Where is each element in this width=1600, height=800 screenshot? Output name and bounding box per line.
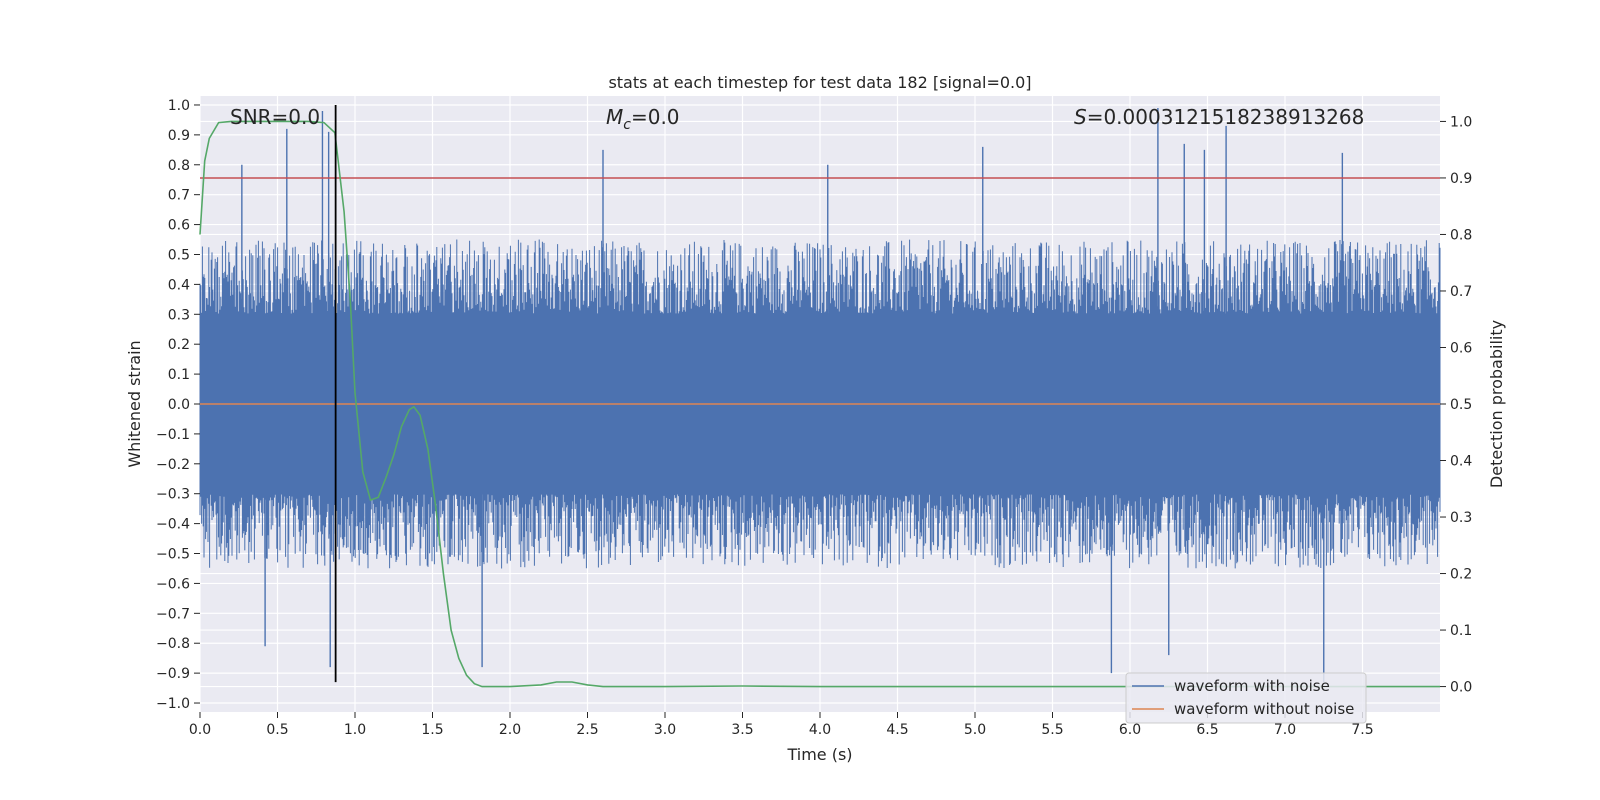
- y-right-tick-label: 0.5: [1450, 397, 1472, 413]
- y-left-tick-label: 1.0: [168, 98, 190, 114]
- noise-spikes: [199, 239, 1441, 569]
- y-axis-left-ticks: 1.0 0.9 0.8 0.7 0.6 0.5 0.4 0.3 0.2 0.1 0.0 −0.1 −0.…: [156, 98, 200, 712]
- chirp-mass-value: =0.0: [631, 105, 680, 129]
- y-left-tick-label: −0.9: [156, 666, 190, 682]
- y-right-tick-label: 0.9: [1450, 171, 1472, 187]
- y-right-tick-label: 0.1: [1450, 623, 1472, 639]
- legend-box: [1125, 672, 1367, 724]
- s-annotation: S=0.0003121518238913268: [1074, 105, 1364, 129]
- y-left-tick-label: 0.7: [168, 188, 190, 204]
- x-tick-label: 4.5: [886, 722, 908, 738]
- y-left-tick-label: 0.0: [168, 397, 190, 413]
- y-left-tick-label: 0.6: [168, 218, 190, 234]
- y-left-tick-label: −0.4: [156, 517, 190, 533]
- legend-label-clean: waveform without noise: [1174, 700, 1354, 718]
- y-left-tick-label: −0.7: [156, 606, 190, 622]
- x-tick-label: 5.5: [1041, 722, 1063, 738]
- y-right-tick-label: 0.2: [1450, 567, 1472, 583]
- legend: waveform with noise waveform without noi…: [1125, 672, 1367, 724]
- y-left-tick-label: 0.2: [168, 337, 190, 353]
- chirp-mass-annotation: Mc=0.0: [606, 105, 680, 133]
- legend-label-noise: waveform with noise: [1174, 677, 1330, 695]
- s-symbol: S: [1074, 105, 1087, 129]
- x-tick-label: 7.5: [1351, 722, 1373, 738]
- x-tick-label: 1.5: [421, 722, 443, 738]
- y-left-tick-label: 0.9: [168, 128, 190, 144]
- chirp-mass-subscript: c: [623, 117, 631, 133]
- chart-title: stats at each timestep for test data 182…: [608, 73, 1031, 92]
- y-right-tick-label: 0.0: [1450, 680, 1472, 696]
- y-left-tick-label: 0.4: [168, 277, 190, 293]
- chirp-mass-symbol: M: [606, 105, 623, 129]
- x-tick-label: 0.5: [266, 722, 288, 738]
- y-left-tick-label: −0.8: [156, 636, 190, 652]
- y-left-tick-label: −0.6: [156, 576, 190, 592]
- x-tick-label: 1.0: [344, 722, 366, 738]
- detection-probability-line: [199, 120, 1440, 688]
- y-right-tick-label: 0.4: [1450, 454, 1472, 470]
- x-tick-label: 3.5: [731, 722, 753, 738]
- y-right-tick-label: 0.7: [1450, 284, 1472, 300]
- y-left-tick-label: −0.5: [156, 547, 190, 563]
- y-right-tick-label: 0.8: [1450, 227, 1472, 243]
- x-tick-label: 3.0: [654, 722, 676, 738]
- y-left-tick-label: −0.3: [156, 487, 190, 503]
- y-left-tick-label: 0.5: [168, 247, 190, 263]
- y-left-tick-label: −0.1: [156, 427, 190, 443]
- y-right-tick-label: 1.0: [1450, 114, 1472, 130]
- x-tick-label: 6.0: [1119, 722, 1141, 738]
- x-tick-label: 6.5: [1196, 722, 1218, 738]
- y-left-tick-label: 0.1: [168, 367, 190, 383]
- y-axis-right-ticks: 1.0 0.9 0.8 0.7 0.6 0.5 0.4 0.3 0.2 0.1 0.0: [1440, 114, 1472, 696]
- y-left-tick-label: −0.2: [156, 457, 190, 473]
- y-axis-left-label: Whitened strain: [125, 340, 144, 467]
- s-value: =0.0003121518238913268: [1087, 105, 1365, 129]
- x-tick-label: 4.0: [809, 722, 831, 738]
- x-tick-label: 7.0: [1274, 722, 1296, 738]
- x-axis-label: Time (s): [786, 745, 852, 764]
- x-tick-label: 2.0: [499, 722, 521, 738]
- x-tick-label: 2.5: [576, 722, 598, 738]
- x-tick-label: 5.0: [964, 722, 986, 738]
- snr-annotation: SNR=0.0: [230, 105, 320, 129]
- y-left-tick-label: 0.8: [168, 158, 190, 174]
- x-tick-label: 0.0: [189, 722, 211, 738]
- y-axis-right-label: Detection probability: [1487, 320, 1506, 488]
- y-left-tick-label: 0.3: [168, 307, 190, 323]
- y-left-tick-label: −1.0: [156, 696, 190, 712]
- y-right-tick-label: 0.6: [1450, 340, 1472, 356]
- y-right-tick-label: 0.3: [1450, 510, 1472, 526]
